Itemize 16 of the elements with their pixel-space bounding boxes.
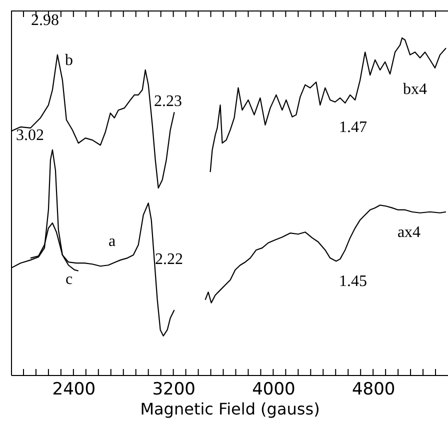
- annotation: c: [65, 271, 73, 288]
- x-tick-label: 3200: [152, 380, 196, 400]
- annotation: bx4: [403, 81, 427, 98]
- x-tick-label: 4000: [252, 380, 296, 400]
- x-tick-label: 4800: [352, 380, 396, 400]
- annotation: 1.45: [339, 273, 367, 290]
- text: 2.98: [31, 12, 59, 29]
- annotation: 2.23: [154, 93, 182, 110]
- x-axis-title: Magnetic Field (gauss): [140, 400, 320, 418]
- annotation: a: [108, 233, 116, 250]
- annotation: 3.02: [16, 127, 44, 144]
- annotation: ax4: [397, 224, 421, 241]
- annotation: 1.47: [339, 119, 367, 136]
- x-tick-label: 2400: [52, 380, 96, 400]
- annotation: b: [65, 52, 73, 69]
- annotation: 2.22: [155, 251, 183, 268]
